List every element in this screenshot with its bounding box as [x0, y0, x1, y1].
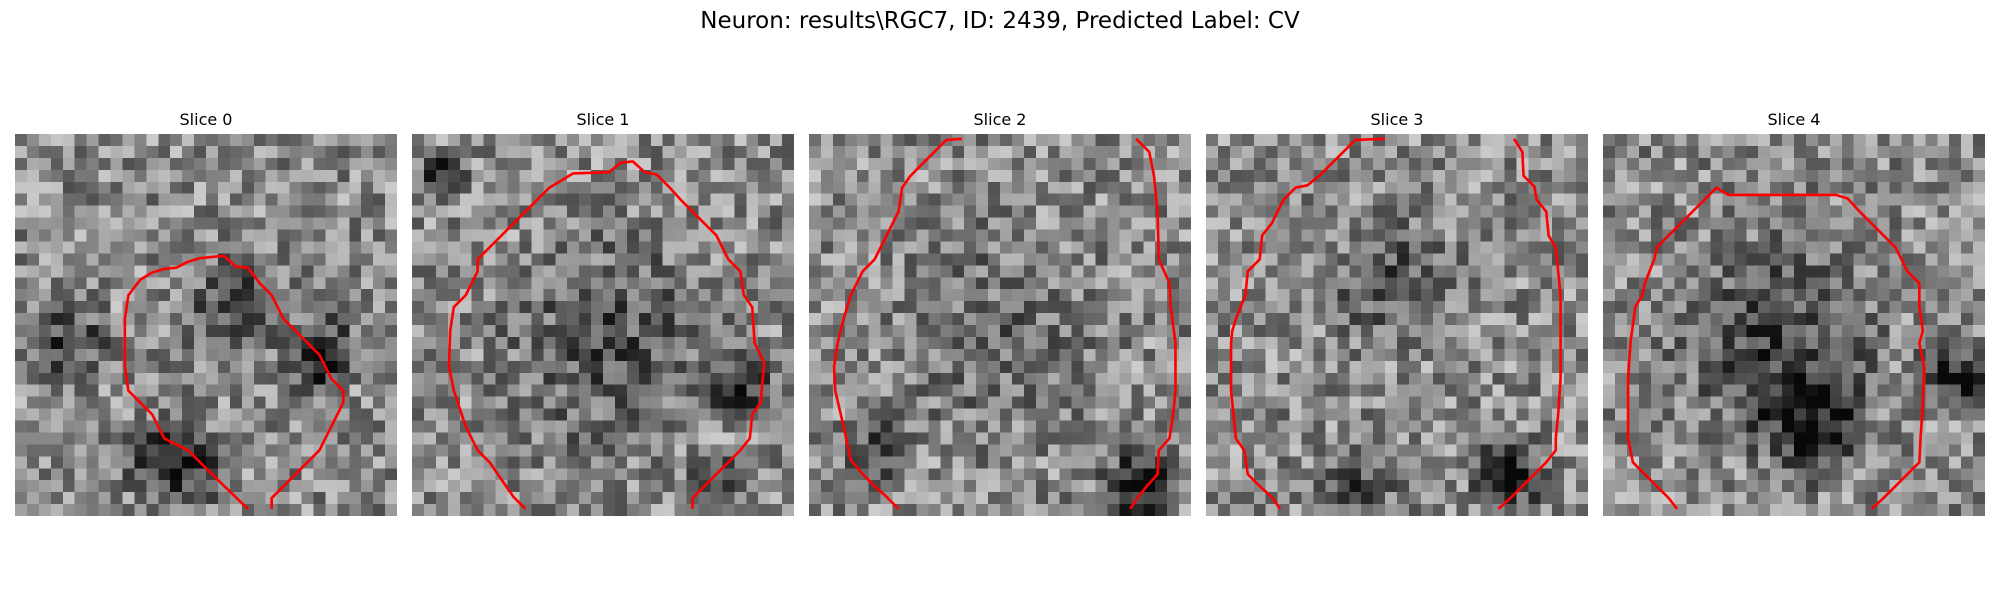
slice-title: Slice 0 [15, 110, 397, 129]
slice-title: Slice 3 [1206, 110, 1588, 129]
slice-image [412, 134, 794, 516]
slice-image [1603, 134, 1985, 516]
grayscale-texture [15, 134, 397, 516]
grayscale-texture [412, 134, 794, 516]
slice-image [1206, 134, 1588, 516]
slice-title: Slice 1 [412, 110, 794, 129]
slice-title: Slice 4 [1603, 110, 1985, 129]
slice-title: Slice 2 [809, 110, 1191, 129]
slice-image [15, 134, 397, 516]
slice-image [809, 134, 1191, 516]
grayscale-texture [1206, 134, 1588, 516]
grayscale-texture [1603, 134, 1985, 516]
figure-title: Neuron: results\RGC7, ID: 2439, Predicte… [0, 8, 2000, 34]
grayscale-texture [809, 134, 1191, 516]
